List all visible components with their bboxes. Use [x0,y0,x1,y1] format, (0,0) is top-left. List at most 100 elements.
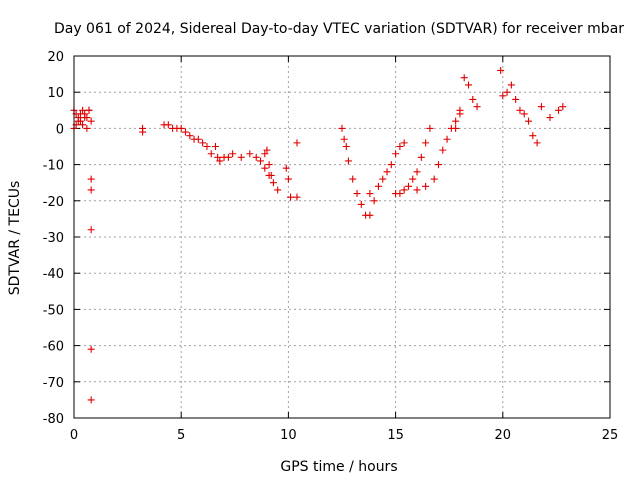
data-point [469,95,477,103]
data-point [274,186,282,194]
data-point [456,106,464,114]
data-point [287,193,295,201]
data-point [452,117,460,125]
data-point [224,153,232,161]
x-axis-label: GPS time / hours [280,459,397,475]
data-point [261,164,269,172]
y-tick-label: -40 [43,267,64,282]
data-point [265,161,273,169]
series-sat-outliers [87,175,95,404]
series-sat-k [507,81,567,147]
data-point [516,106,524,114]
data-point [186,132,194,140]
data-point [383,168,391,176]
y-tick-label: 20 [47,50,64,65]
data-point [194,135,202,143]
data-point [426,124,434,132]
data-point [229,150,237,158]
data-point [439,146,447,154]
data-point [512,95,520,103]
data-point [76,110,84,118]
data-point [473,103,481,111]
series-sat-d [212,143,282,194]
y-tick-label: -10 [43,159,64,174]
grid [74,56,610,418]
y-axis-label: SDTVAR / TECUs [7,181,23,296]
y-tick-label: -20 [43,195,64,210]
data-point [503,88,511,96]
data-point [216,157,224,165]
data-point [353,190,361,198]
plot-frame [73,55,611,419]
data-point [81,114,89,122]
data-point [269,179,277,187]
x-tick-label: 20 [495,428,512,443]
x-tick-label: 25 [602,428,619,443]
data-point [344,157,352,165]
data-point [533,139,541,147]
x-tick-label: 10 [280,428,297,443]
data-point [87,186,95,194]
data-point [293,193,301,201]
data-point [400,139,408,147]
data-point [366,211,374,219]
x-tick-label: 5 [177,428,185,443]
data-point [396,190,404,198]
y-tick-label: -80 [43,412,64,427]
data-point [177,124,185,132]
data-point [79,106,87,114]
data-point [417,153,425,161]
data-point [404,182,412,190]
data-point [434,161,442,169]
x-tick-label: 0 [70,428,78,443]
data-point [460,74,468,82]
data-point [74,117,82,125]
series-sat-h [392,124,434,198]
data-point [252,153,260,161]
data-points [70,66,567,404]
data-point [464,81,472,89]
ticks: 0 5 10 15 20 25 20 10 0 -10 -20 -30 -40 -50 -60 -70 -80 [43,50,619,443]
data-point [507,81,515,89]
data-point [422,139,430,147]
data-point [559,103,567,111]
data-point [387,161,395,169]
data-point [537,103,545,111]
data-point [87,345,95,353]
y-tick-label: -50 [43,303,64,318]
data-point [203,143,211,150]
series-sat-e [261,139,301,201]
data-point [257,157,265,165]
data-point [212,143,220,150]
data-point [443,135,451,143]
data-point [181,128,189,136]
y-tick-label: 0 [56,122,64,137]
y-tick-label: 10 [47,86,64,101]
data-point [263,146,271,154]
data-point [392,150,400,158]
data-point [430,175,438,183]
data-point [546,114,554,122]
data-point [214,153,222,161]
data-point [261,150,269,158]
data-point [497,66,505,74]
data-point [340,135,348,143]
data-point [422,182,430,190]
data-point [396,143,404,150]
data-point [85,106,93,114]
data-point [282,164,290,172]
series-sat-g [366,139,408,205]
x-tick-label: 15 [387,428,404,443]
data-point [529,132,537,140]
data-point [267,171,275,179]
data-point [79,121,87,129]
data-point [374,182,382,190]
data-point [199,139,207,147]
y-tick-label: -30 [43,231,64,246]
series-sat-f [338,124,374,219]
y-tick-label: -70 [43,376,64,391]
series-sat-c [139,121,215,158]
data-point [357,200,365,208]
data-point [207,150,215,158]
